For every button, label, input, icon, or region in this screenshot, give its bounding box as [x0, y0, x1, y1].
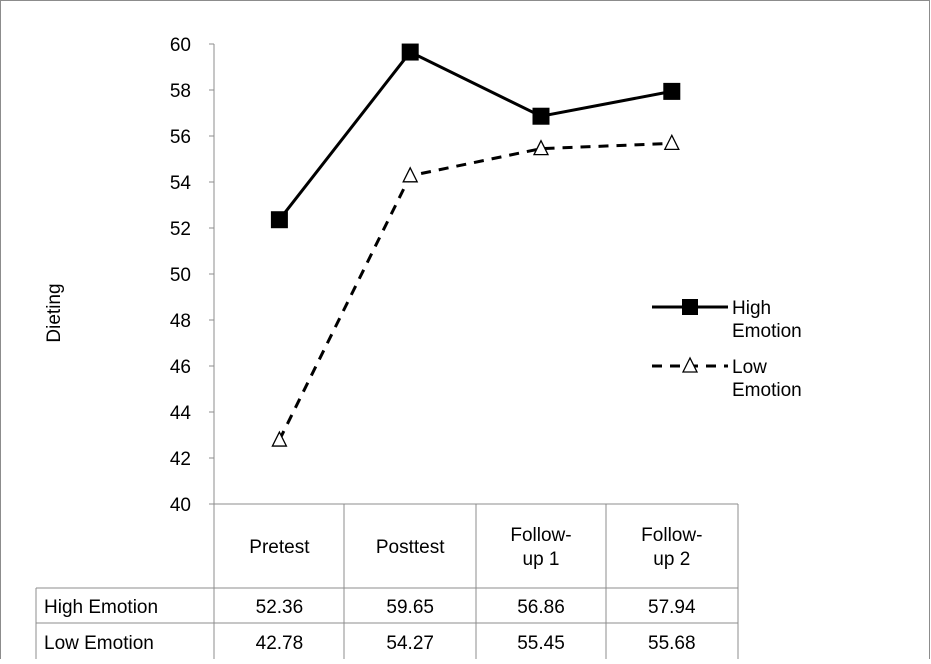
- series-line-low-emotion: [278, 141, 672, 441]
- category-label: up 1: [523, 549, 560, 570]
- legend-label: Low: [732, 357, 767, 378]
- y-tick-label: 58: [170, 81, 191, 102]
- category-label: up 2: [653, 549, 690, 570]
- table-cell-value: 55.68: [648, 633, 696, 654]
- y-axis-title: Dieting: [44, 283, 65, 342]
- legend-label: Emotion: [732, 321, 802, 342]
- data-point-low-emotion: [663, 133, 680, 151]
- legend-label: High: [732, 298, 771, 319]
- data-point-high-emotion: [532, 107, 550, 125]
- y-tick-label: 42: [170, 449, 191, 470]
- category-label: Pretest: [249, 537, 310, 558]
- table-cell-value: 56.86: [517, 597, 565, 618]
- legend-label: Emotion: [732, 380, 802, 401]
- data-point-high-emotion: [401, 43, 419, 61]
- data-point-low-emotion: [532, 139, 550, 156]
- table-cell-value: 59.65: [386, 597, 434, 618]
- data-table: Pretest Posttest Follow-up 1 Follow-up 2 Hig…: [35, 503, 739, 659]
- y-tick-label: 60: [170, 35, 191, 56]
- category-label: Follow-: [510, 525, 571, 546]
- category-label: Posttest: [376, 537, 445, 558]
- y-tick-label: 50: [170, 265, 191, 286]
- table-cell-value: 55.45: [517, 633, 565, 654]
- y-tick-label: 52: [170, 219, 191, 240]
- legend-marker-triangle: [681, 356, 699, 373]
- table-row-label: Low Emotion: [44, 633, 154, 654]
- category-label: Follow-: [641, 525, 702, 546]
- legend-marker-square: [682, 299, 698, 315]
- series-lines: [270, 43, 681, 447]
- data-point-low-emotion: [402, 166, 419, 183]
- table-cell-value: 57.94: [648, 597, 696, 618]
- axes: 40 42 44 46 48 50 52 54 56 58 60 Dieting: [44, 35, 215, 516]
- table-row-label: High Emotion: [44, 597, 158, 618]
- y-tick-label: 40: [170, 495, 191, 516]
- y-tick-label: 44: [170, 403, 192, 424]
- series-line-high-emotion: [278, 50, 673, 221]
- y-tick-label: 56: [170, 127, 191, 148]
- data-point-low-emotion: [271, 430, 288, 447]
- y-tick-label: 46: [170, 357, 191, 378]
- table-cell-value: 52.36: [256, 597, 304, 618]
- y-tick-label: 54: [170, 173, 192, 194]
- data-point-high-emotion: [663, 82, 681, 100]
- table-cell-value: 42.78: [256, 633, 304, 654]
- data-point-high-emotion: [270, 211, 288, 229]
- table-cell-value: 54.27: [386, 633, 434, 654]
- y-tick-label: 48: [170, 311, 191, 332]
